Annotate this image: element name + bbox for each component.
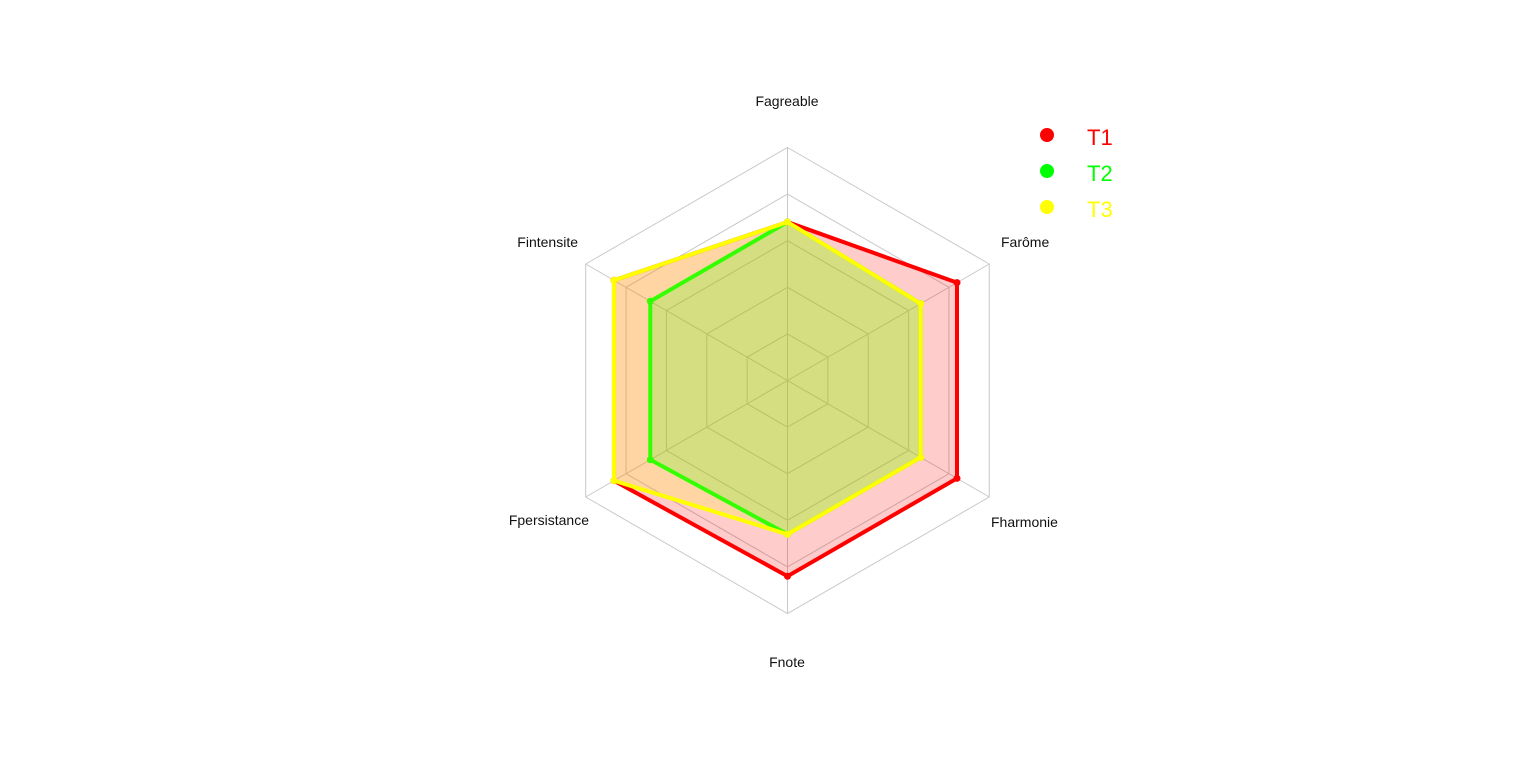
axis-label-fintensite: Fintensite xyxy=(517,234,578,250)
axis-label-fharmonie: Fharmonie xyxy=(991,514,1058,530)
data-point-t3-4 xyxy=(610,477,618,485)
grid-spoke-4 xyxy=(585,380,788,498)
axis-label-fnote: Fnote xyxy=(769,654,805,670)
axis-label-farome: Farôme xyxy=(1001,234,1049,250)
data-point-t1-2 xyxy=(953,474,961,482)
data-point-t1-1 xyxy=(953,279,961,287)
legend-marker-t2 xyxy=(1040,164,1054,178)
radar-axis-labels: Fagreable Farôme Fharmonie Fnote Fpersis… xyxy=(509,93,1058,670)
data-point-t1-3 xyxy=(784,572,791,580)
legend-label-t1: T1 xyxy=(1087,125,1113,150)
data-point-t3-3 xyxy=(784,530,791,538)
legend-marker-t1 xyxy=(1040,128,1054,142)
data-point-t3-5 xyxy=(610,276,618,284)
data-point-t3-0 xyxy=(784,218,791,226)
data-point-t2-5 xyxy=(646,297,654,305)
axis-label-fagreable: Fagreable xyxy=(755,93,818,109)
legend-label-t2: T2 xyxy=(1087,161,1113,186)
legend-item-t2: T2 xyxy=(1040,161,1113,186)
data-point-t3-1 xyxy=(917,300,925,308)
radar-series xyxy=(610,218,961,580)
legend-item-t3: T3 xyxy=(1040,197,1113,222)
radar-grid xyxy=(585,146,990,615)
data-point-t3-2 xyxy=(917,453,925,461)
legend-item-t1: T1 xyxy=(1040,125,1113,150)
axis-label-fpersistance: Fpersistance xyxy=(509,512,589,528)
legend-label-t3: T3 xyxy=(1087,197,1113,222)
series-t3 xyxy=(610,218,925,538)
grid-spoke-5 xyxy=(585,263,788,381)
legend-marker-t3 xyxy=(1040,200,1054,214)
legend: T1 T2 T3 xyxy=(1040,125,1113,222)
data-point-t2-4 xyxy=(646,456,654,464)
